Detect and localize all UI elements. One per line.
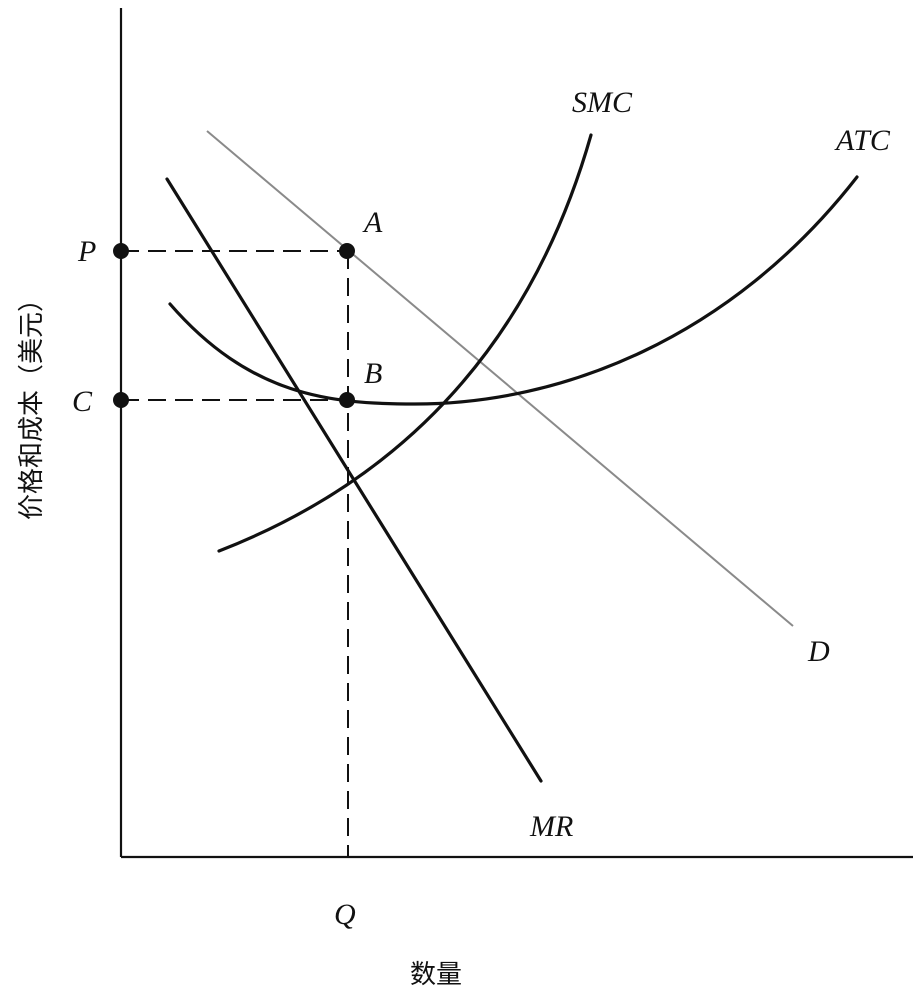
point-b-label: B (364, 357, 382, 390)
price-tick-label: P (77, 235, 96, 268)
smc-label: SMC (572, 86, 633, 119)
price-axis-point (113, 243, 129, 259)
point-b (339, 392, 355, 408)
point-a-label: A (362, 206, 383, 239)
smc-curve (217, 133, 593, 553)
quantity-tick-label: Q (334, 898, 356, 931)
demand-curve (206, 130, 794, 627)
cost-axis-point (113, 392, 129, 408)
atc-curve (168, 175, 859, 406)
y-axis-title: 价格和成本（美元） (17, 286, 47, 520)
demand-label: D (807, 635, 830, 668)
mr-label: MR (529, 810, 573, 843)
cost-tick-label: C (72, 385, 93, 418)
atc-label: ATC (834, 124, 891, 157)
point-a (339, 243, 355, 259)
x-axis-title: 数量 (410, 960, 462, 990)
